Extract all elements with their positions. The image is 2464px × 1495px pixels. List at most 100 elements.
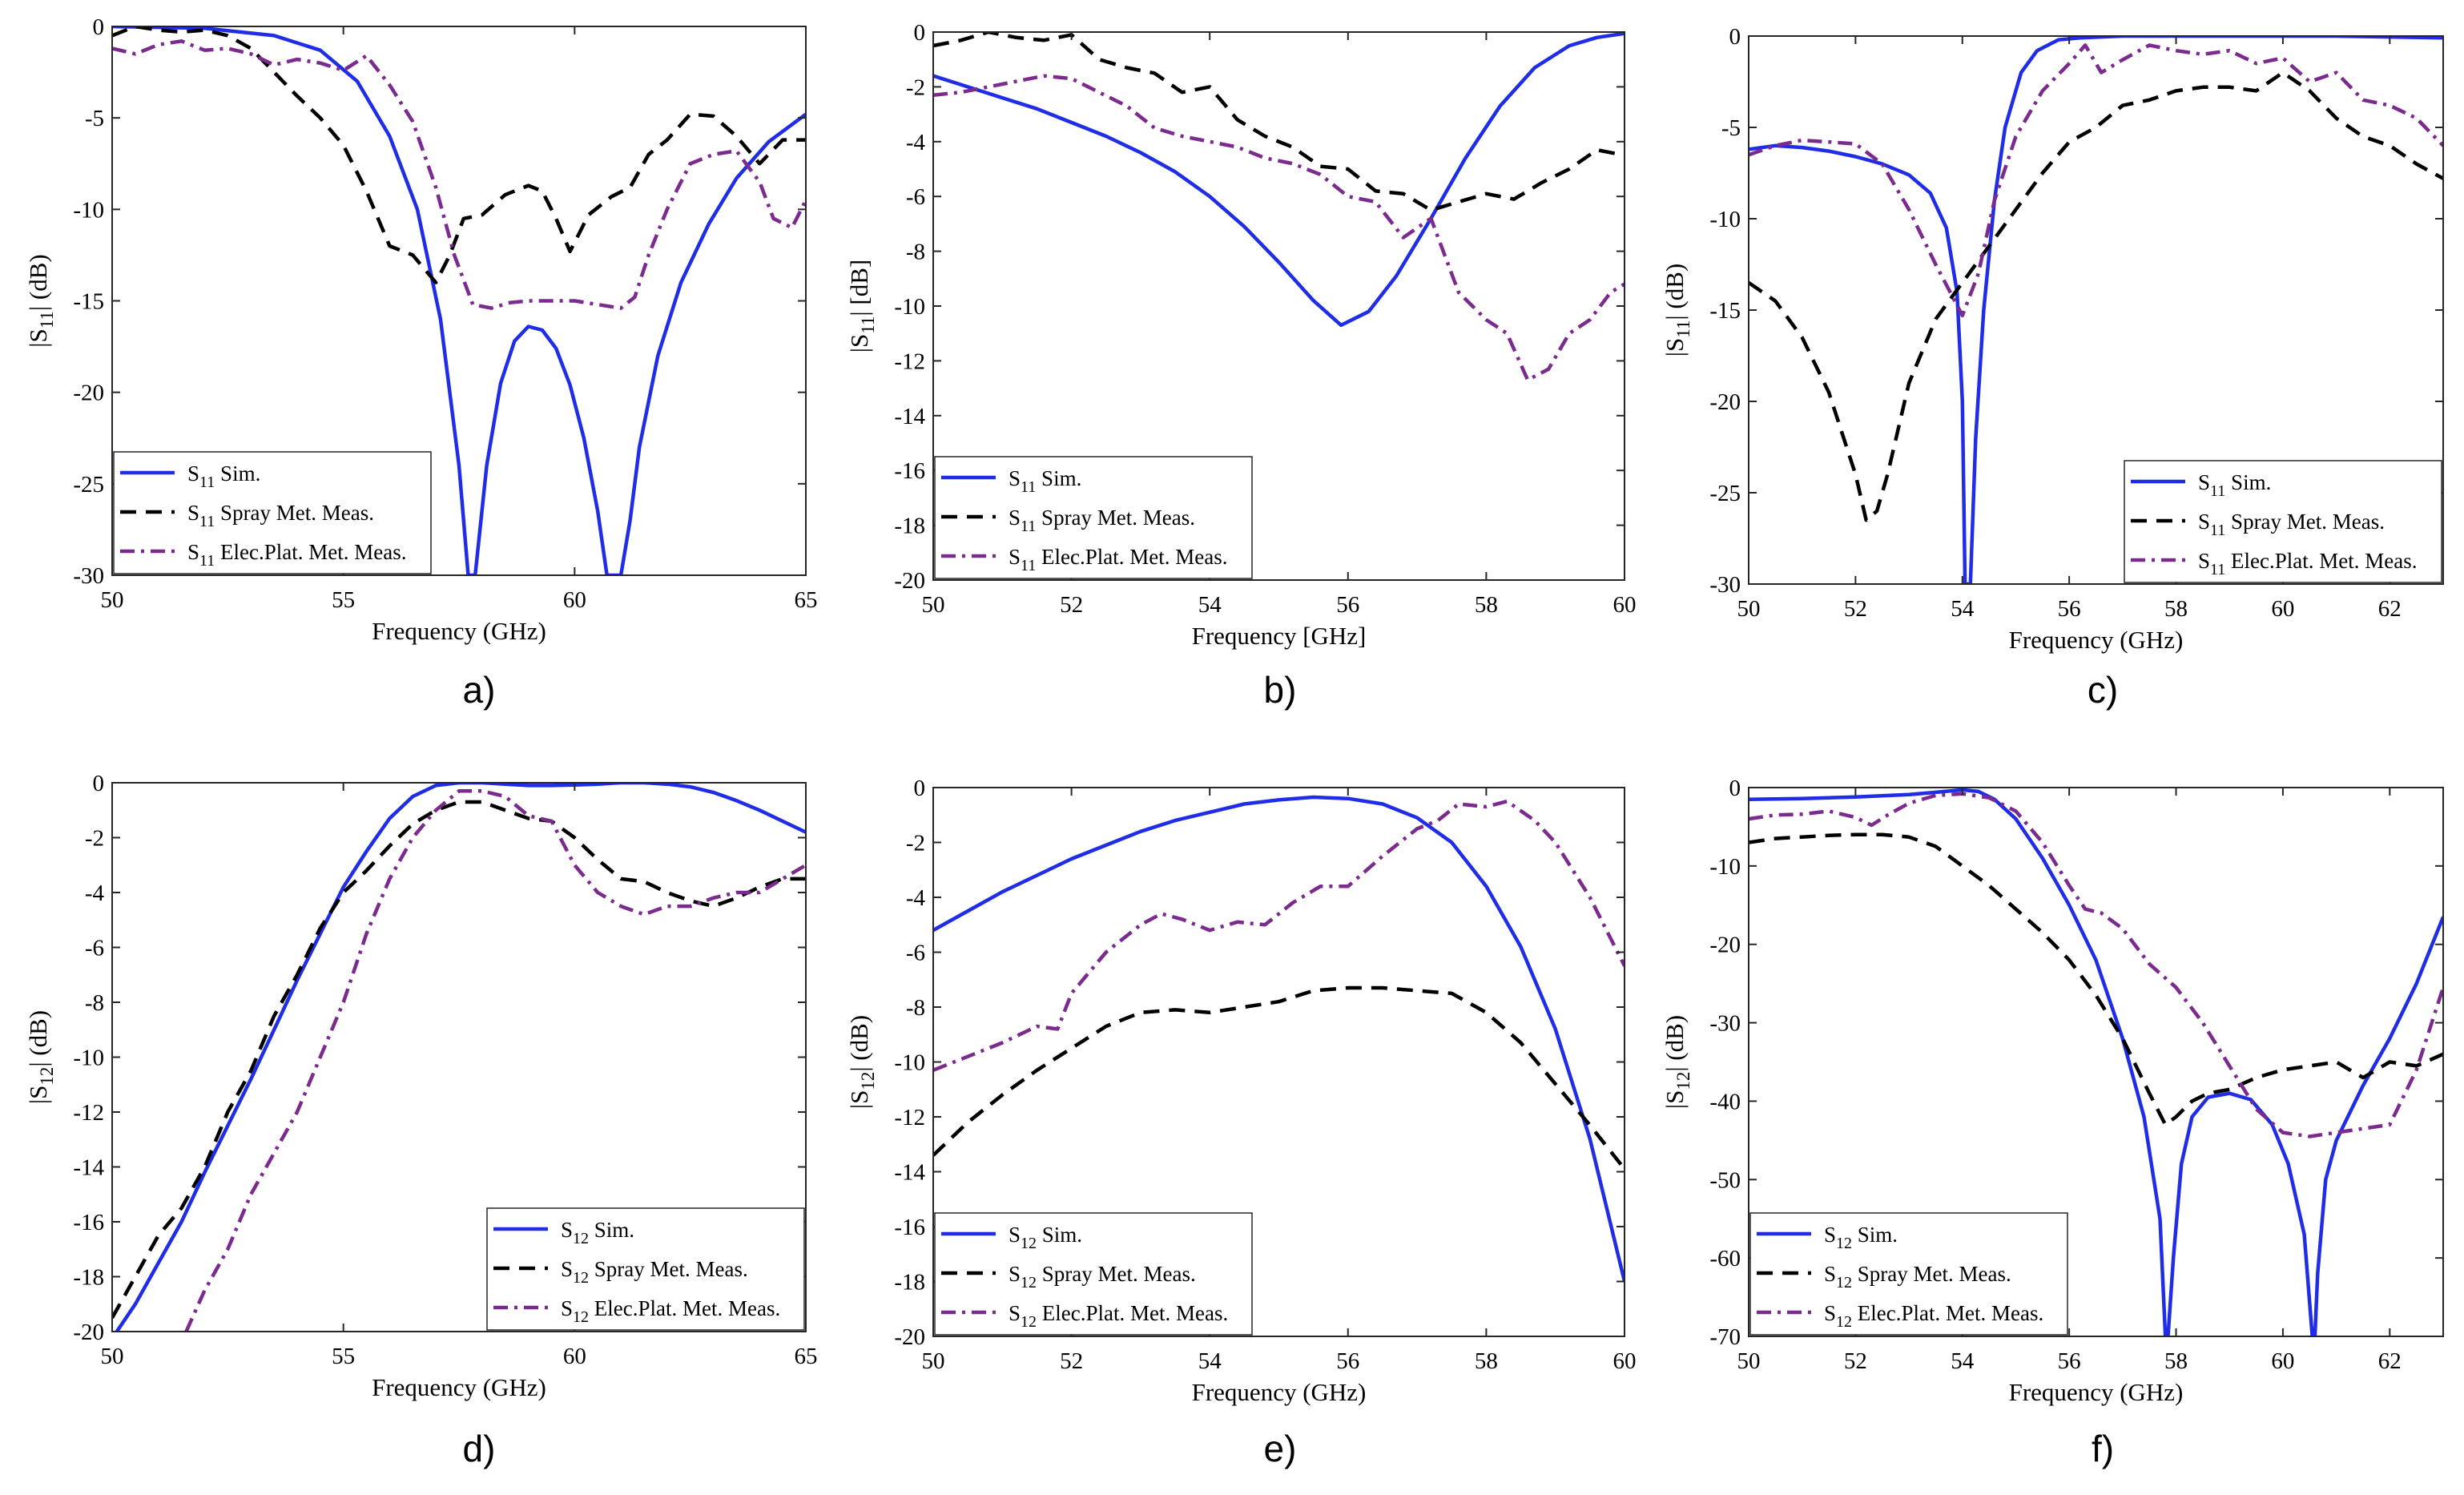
y-axis-label-sub: 12 xyxy=(37,1067,57,1086)
y-axis-label-main: |S xyxy=(1661,338,1689,357)
panel-label: f) xyxy=(2092,1428,2114,1469)
legend-entry-sub: 11 xyxy=(1021,557,1036,574)
chart-panel-1: 50 55 60 65 0 -5 -10 -15 -20 -25 -30 Frequency (GHz… xyxy=(24,14,818,711)
legend-entry-label: Sim. xyxy=(1852,1223,1898,1247)
legend-entry-symbol: S xyxy=(2198,470,2210,494)
legend-entry-sim: S11 Sim. xyxy=(2198,470,2271,500)
y-tick-label: -5 xyxy=(85,106,104,131)
y-tick-label: -10 xyxy=(1709,854,1741,880)
x-tick-label: 58 xyxy=(1475,1348,1498,1374)
legend-entry-sub: 12 xyxy=(573,1269,589,1287)
y-axis-label: |S11| [dB] xyxy=(845,260,878,353)
x-tick-label: 50 xyxy=(101,587,124,613)
legend-entry-elec: S11 Elec.Plat. Met. Meas. xyxy=(187,540,407,570)
legend-entry-label: Spray Met. Meas. xyxy=(1852,1262,2011,1286)
legend-entry-symbol: S xyxy=(1824,1301,1836,1325)
series-line-spray xyxy=(933,985,1625,1171)
y-tick-label: -20 xyxy=(894,568,925,594)
y-tick-label: -10 xyxy=(894,1050,925,1076)
series-line-sim xyxy=(115,783,806,1332)
legend-entry-sub: 12 xyxy=(1021,1313,1037,1331)
series-line-elec xyxy=(112,39,806,310)
series-line-elec xyxy=(1749,792,2443,1138)
x-axis-label: Frequency (GHz) xyxy=(372,1373,546,1401)
legend-entry-sub: 11 xyxy=(199,513,215,530)
panel-label: d) xyxy=(463,1428,496,1469)
legend-entry-symbol: S xyxy=(561,1296,573,1320)
x-tick-label: 54 xyxy=(1198,592,1222,618)
chart-panel-3: 50 52 54 56 58 60 62 0 -5 -10 -15 -20 -25 -30 Frequenc… xyxy=(1661,24,2444,711)
y-tick-label: -12 xyxy=(894,1105,925,1130)
legend-entry-sim: S11 Sim. xyxy=(1009,466,1081,496)
legend-entry-elec: S12 Elec.Plat. Met. Meas. xyxy=(1009,1301,1228,1331)
legend-entry-sub: 11 xyxy=(1021,478,1036,496)
y-tick-label: -25 xyxy=(73,472,104,498)
legend-entry-symbol: S xyxy=(561,1257,573,1281)
legend-entry-sub: 12 xyxy=(1836,1274,1852,1292)
x-axis-label: Frequency (GHz) xyxy=(2009,626,2184,654)
legend-entry-symbol: S xyxy=(561,1218,573,1242)
x-tick-label: 56 xyxy=(1336,1348,1359,1374)
chart-panel-2: 50 52 54 56 58 60 0 -2 -4 -6 -8 -10 -12 -14 -16 -18 -20 F… xyxy=(845,20,1637,711)
y-tick-label: 0 xyxy=(93,771,105,796)
series-line-elec xyxy=(1749,43,2443,318)
y-tick-label: -50 xyxy=(1709,1167,1741,1193)
y-tick-label: -14 xyxy=(894,404,925,429)
x-tick-label: 52 xyxy=(1060,592,1083,618)
y-tick-label: -70 xyxy=(1709,1324,1741,1350)
y-tick-label: -18 xyxy=(894,1270,925,1296)
series-line-spray xyxy=(1749,71,2443,522)
legend-entry-symbol: S xyxy=(1009,1262,1021,1286)
x-axis-label: Frequency (GHz) xyxy=(372,617,546,645)
y-tick-label: 0 xyxy=(1729,776,1741,801)
legend-entry-spray: S11 Spray Met. Meas. xyxy=(2198,510,2385,539)
y-tick-label: -14 xyxy=(73,1155,104,1181)
y-tick-label: -8 xyxy=(906,995,925,1021)
chart-panel-5: 50 52 54 56 58 60 0 -2 -4 -6 -8 -10 -12 -14 -16 -18 -20 F… xyxy=(845,776,1637,1469)
x-tick-label: 50 xyxy=(922,592,945,618)
legend: S12 Sim.S12 Spray Met. Meas.S12 Elec.Pla… xyxy=(486,1207,805,1331)
series-group xyxy=(933,32,1625,382)
y-tick-label: -18 xyxy=(73,1265,104,1291)
y-tick-label: -8 xyxy=(906,240,925,265)
legend-entry-sub: 12 xyxy=(573,1230,589,1247)
legend-entry-label: Elec.Plat. Met. Meas. xyxy=(1036,545,1227,569)
legend-entry-label: Sim. xyxy=(2225,470,2271,494)
legend-entry-label: Elec.Plat. Met. Meas. xyxy=(2225,549,2417,573)
y-tick-label: -6 xyxy=(906,941,925,966)
x-axis-label: Frequency (GHz) xyxy=(1192,1378,1367,1406)
legend-entry-spray: S11 Spray Met. Meas. xyxy=(1009,506,1195,535)
y-tick-label: 0 xyxy=(93,14,105,40)
y-axis-label-main: |S xyxy=(24,1086,52,1104)
y-axis-label-tail: | (dB) xyxy=(24,1010,52,1067)
legend-entry-symbol: S xyxy=(1009,1223,1021,1247)
series-line-spray xyxy=(1749,832,2443,1127)
y-axis-label-sub: 11 xyxy=(1673,320,1693,338)
x-tick-label: 52 xyxy=(1060,1348,1083,1374)
x-tick-label: 65 xyxy=(795,1344,818,1369)
legend-entry-sub: 12 xyxy=(1836,1235,1852,1252)
y-tick-label: -10 xyxy=(73,1046,104,1071)
panel-label: a) xyxy=(463,669,496,711)
y-tick-label: -15 xyxy=(1709,298,1741,324)
y-axis-label-tail: | (dB) xyxy=(845,1015,873,1072)
x-axis-label: Frequency [GHz] xyxy=(1192,622,1367,650)
y-tick-label: -6 xyxy=(906,184,925,210)
legend-entry-sub: 11 xyxy=(199,552,215,570)
y-tick-label: -5 xyxy=(1721,115,1741,141)
series-group xyxy=(1749,36,2443,584)
y-tick-label: -15 xyxy=(73,289,104,315)
legend-entry-elec: S11 Elec.Plat. Met. Meas. xyxy=(2198,549,2418,578)
legend-entry-sub: 12 xyxy=(1836,1313,1852,1331)
series-group xyxy=(112,783,806,1332)
x-axis-label: Frequency (GHz) xyxy=(2009,1378,2184,1406)
legend-entry-label: Elec.Plat. Met. Meas. xyxy=(215,540,406,564)
legend-entry-symbol: S xyxy=(1009,1301,1021,1325)
series-line-sim xyxy=(933,795,1625,1283)
series-line-elec xyxy=(933,799,1625,1072)
y-tick-label: -8 xyxy=(85,990,104,1016)
legend-entry-symbol: S xyxy=(2198,549,2210,573)
panel-label: e) xyxy=(1264,1428,1297,1469)
series-line-elec xyxy=(933,74,1625,382)
y-tick-label: -20 xyxy=(73,381,104,406)
